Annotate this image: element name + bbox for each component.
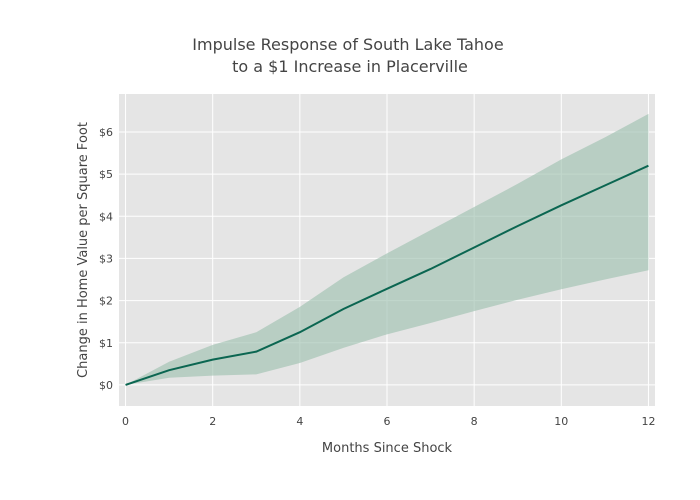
x-tick-label-6: 12 <box>641 415 655 428</box>
x-tick-label-2: 4 <box>296 415 303 428</box>
x-tick-label-1: 2 <box>209 415 216 428</box>
x-tick-label-3: 6 <box>384 415 391 428</box>
impulse-response-line <box>125 164 649 386</box>
y-tick-label-6: $6 <box>99 126 113 139</box>
chart-title-line-2: to a $1 Increase in Placerville <box>232 57 468 76</box>
x-tick-label-0: 0 <box>122 415 129 428</box>
y-tick-label-5: $5 <box>99 168 113 181</box>
y-tick-label-1: $1 <box>99 337 113 350</box>
y-tick-labels: $0 $1 $2 $3 $4 $5 $6 <box>99 126 113 392</box>
x-tick-label-5: 10 <box>554 415 568 428</box>
x-axis-label: Months Since Shock <box>322 441 453 456</box>
y-axis-label: Change in Home Value per Square Foot <box>76 122 91 378</box>
x-tick-labels: 0 2 4 6 8 10 12 <box>122 415 655 428</box>
x-tick-label-4: 8 <box>471 415 478 428</box>
confidence-band <box>125 113 649 385</box>
y-tick-label-0: $0 <box>99 379 113 392</box>
y-tick-label-4: $4 <box>99 210 113 223</box>
y-tick-label-3: $3 <box>99 252 113 265</box>
chart-title-line-1: Impulse Response of South Lake Tahoe <box>192 35 503 54</box>
y-tick-label-2: $2 <box>99 295 113 308</box>
